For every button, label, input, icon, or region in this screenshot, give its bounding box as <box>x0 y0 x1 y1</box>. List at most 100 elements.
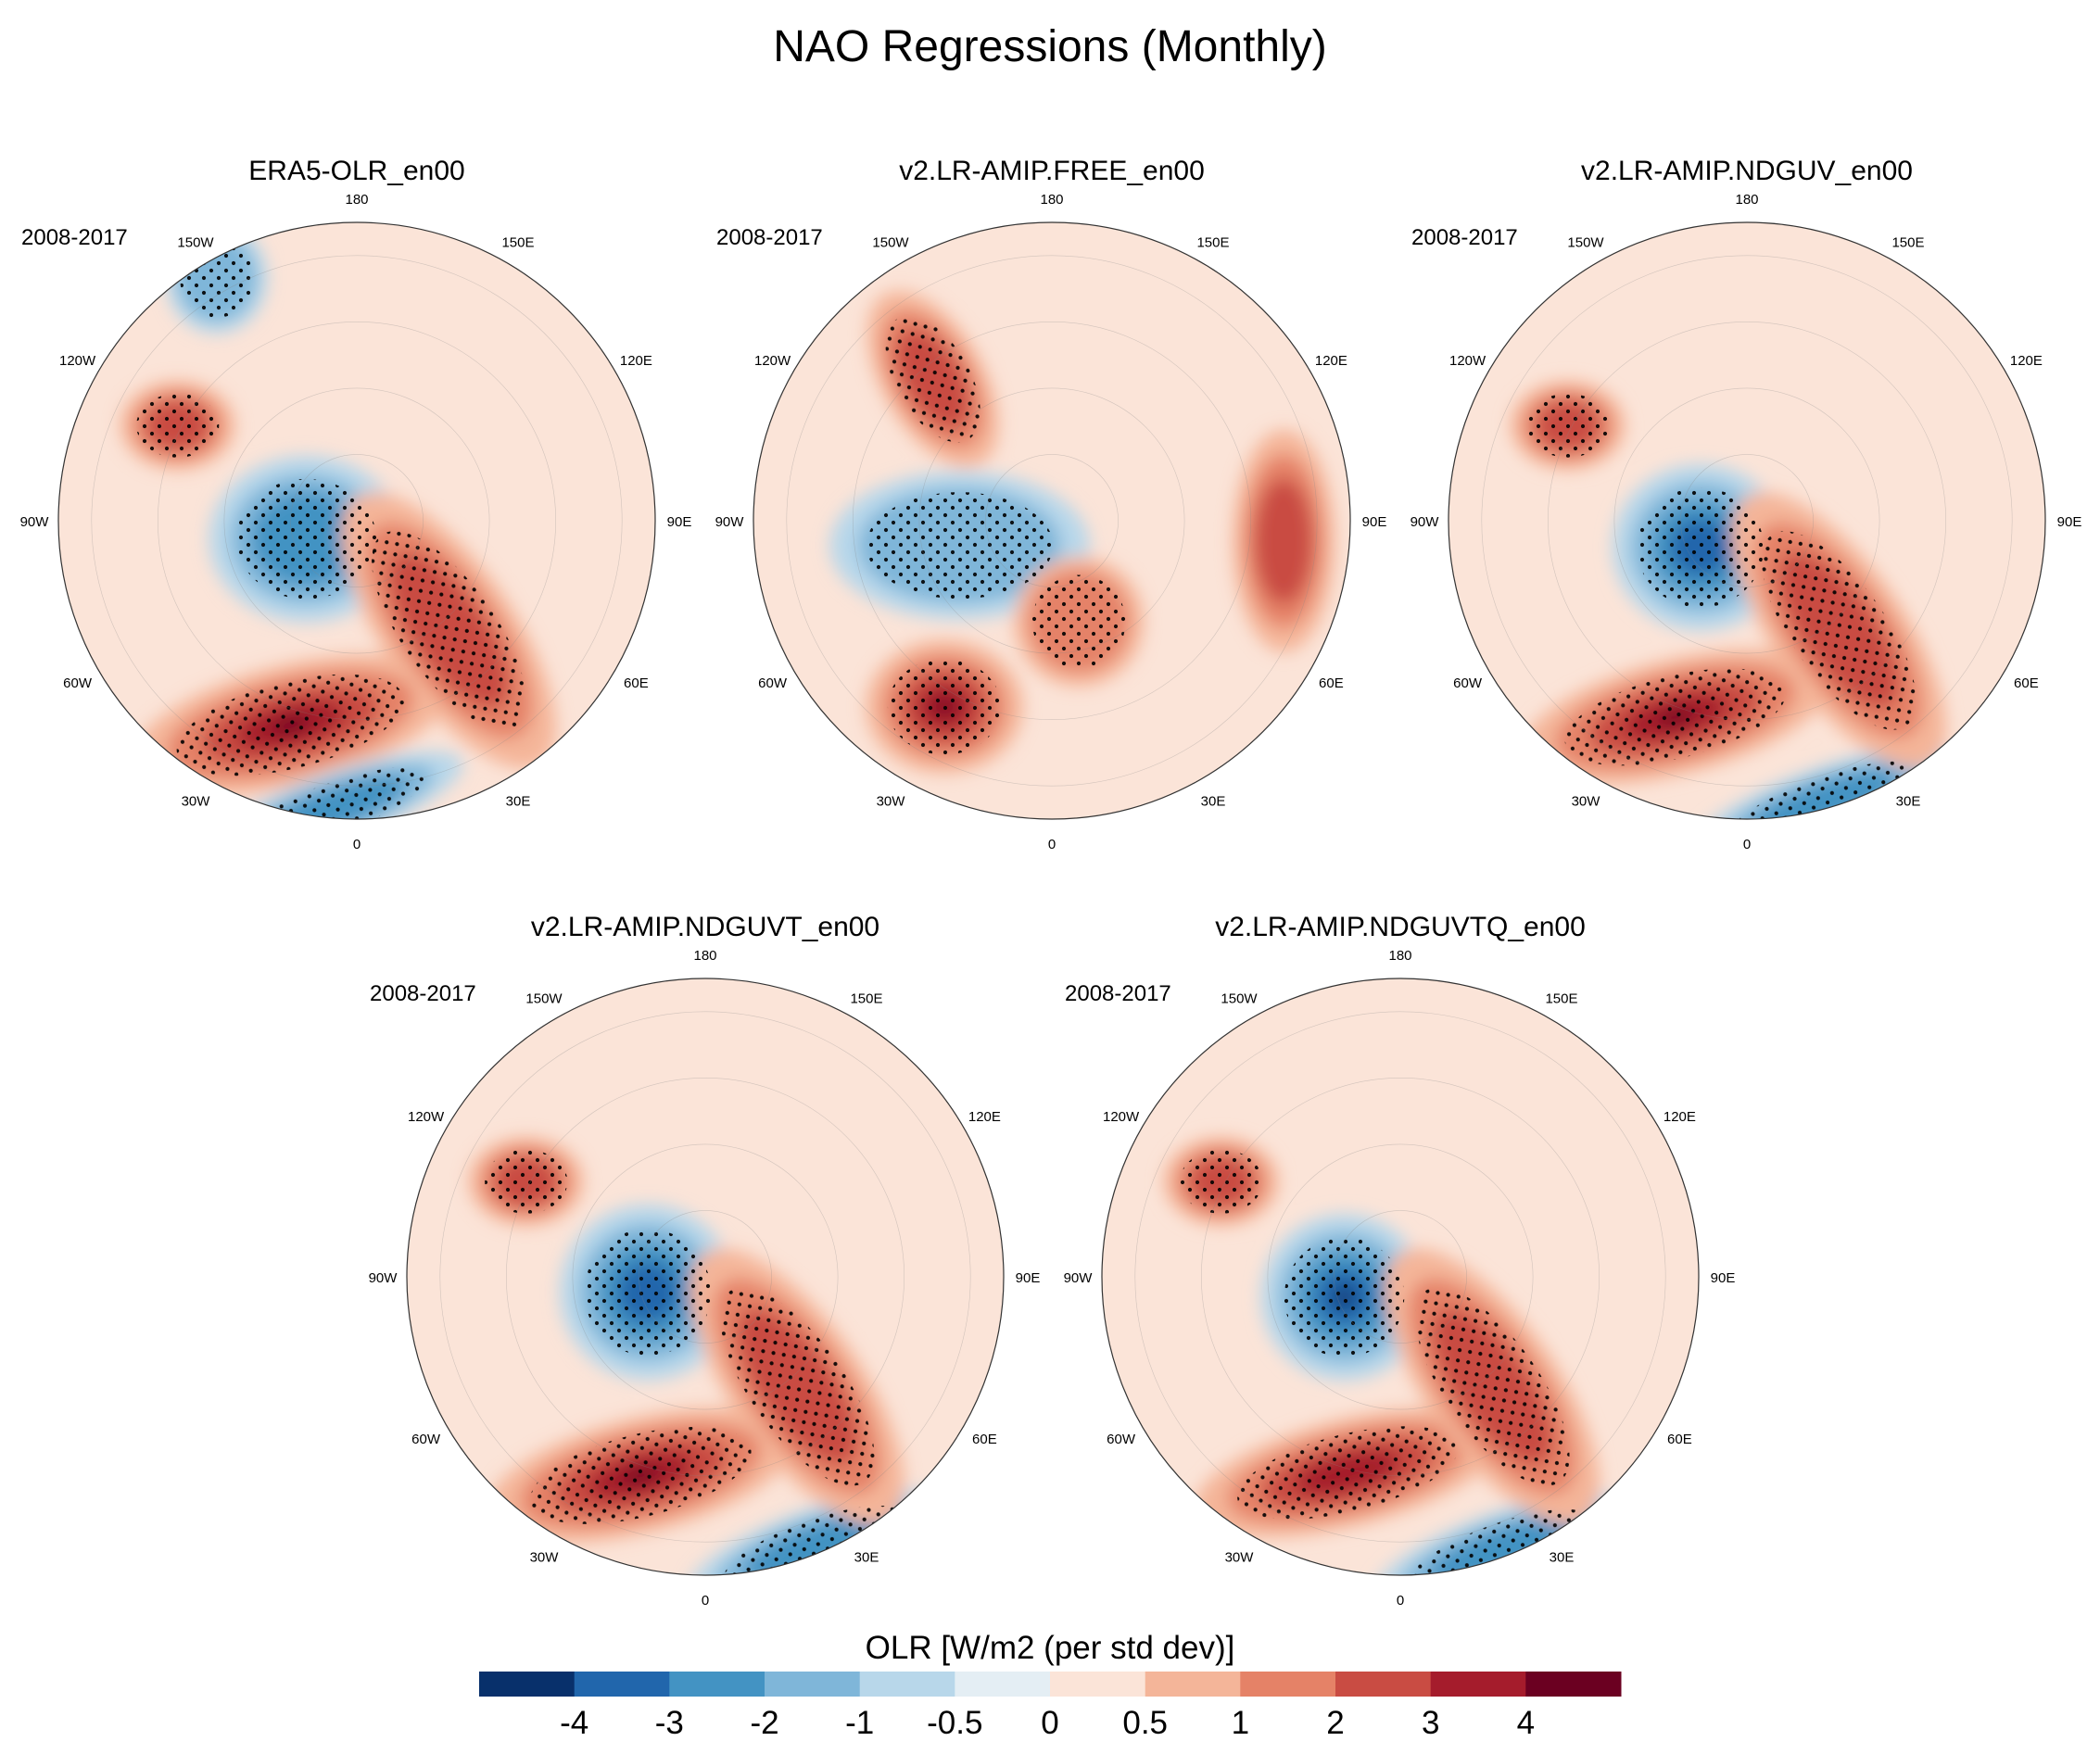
longitude-label: 0 <box>1048 837 1056 852</box>
stipple-region <box>885 315 980 443</box>
colorbar-box <box>955 1672 1051 1697</box>
longitude-label: 60E <box>972 1432 997 1447</box>
map-field <box>753 222 1350 819</box>
longitude-label: 30W <box>1225 1549 1255 1565</box>
latitude-circle <box>505 1078 905 1477</box>
colorbar-tick: -2 <box>750 1705 778 1741</box>
stipple-region <box>485 1149 568 1214</box>
map-boundary <box>57 221 656 820</box>
colorbar-tick: 2 <box>1326 1705 1344 1741</box>
longitude-label: 60W <box>758 675 788 691</box>
map-boundary <box>406 978 1005 1576</box>
colorbar-box <box>1430 1672 1526 1697</box>
panel-title: v2.LR-AMIP.NDGUVT_en00 <box>531 912 879 942</box>
longitude-label: 90E <box>2057 514 2082 530</box>
longitude-label: 60W <box>63 675 93 691</box>
colorbar-tick: 3 <box>1422 1705 1439 1741</box>
longitude-label: 30E <box>1201 793 1226 809</box>
longitude-label: 120W <box>1103 1109 1140 1125</box>
longitude-label: 90E <box>1362 514 1387 530</box>
latitude-circle <box>223 387 490 654</box>
longitude-label: 30E <box>1896 793 1921 809</box>
longitude-label: 60E <box>1667 1432 1692 1447</box>
colorbar-box <box>669 1672 765 1697</box>
stipple-region <box>720 1287 875 1486</box>
stipple-region <box>887 659 1002 755</box>
map-panel-3: v2.LR-AMIP.NDGUV_en00 2008-2017 180 150E 120… <box>1411 156 2082 852</box>
colorbar-tick: -0.5 <box>927 1705 982 1741</box>
longitude-label: 60W <box>1453 675 1483 691</box>
latitude-circle <box>786 255 1318 787</box>
stipple-region <box>530 1426 752 1524</box>
longitude-label: 150E <box>1545 991 1577 1007</box>
colorbar-box <box>1240 1672 1336 1697</box>
longitude-label: 150W <box>1221 991 1258 1007</box>
longitude-label: 150E <box>850 991 882 1007</box>
longitude-label: 60W <box>1107 1432 1136 1447</box>
map-boundary <box>1448 221 2046 820</box>
period-label: 2008-2017 <box>370 981 476 1006</box>
colorbar-tick: -3 <box>655 1705 684 1741</box>
colorbar-box <box>479 1672 576 1697</box>
longitude-label: 60E <box>1319 675 1344 691</box>
longitude-label: 180 <box>1735 192 1758 208</box>
colorbar-tick: 0 <box>1041 1705 1058 1741</box>
stipple-region <box>1637 487 1765 608</box>
longitude-label: 60E <box>624 675 649 691</box>
colorbar: OLR [W/m2 (per std dev)] -4 -3 -2 -1 -0.5 0 0.… <box>479 1630 1622 1741</box>
longitude-label: 120E <box>1664 1109 1696 1125</box>
longitude-label: 120E <box>2010 353 2043 369</box>
longitude-label: 180 <box>1388 948 1411 964</box>
stipple-region <box>1237 1426 1459 1520</box>
colorbar-box <box>859 1672 955 1697</box>
latitude-circle <box>1267 1143 1534 1410</box>
longitude-label: 90W <box>369 1270 398 1286</box>
latitude-circle <box>572 1143 839 1410</box>
latitude-circle <box>852 321 1251 720</box>
period-label: 2008-2017 <box>1065 981 1171 1006</box>
longitude-label: 120W <box>1449 353 1486 369</box>
latitude-circle <box>985 454 1119 587</box>
map-field <box>1102 978 1699 1575</box>
map-field <box>407 978 1004 1575</box>
longitude-label: 150E <box>1891 235 1924 251</box>
longitude-label: 30E <box>854 1549 879 1565</box>
stipple-region <box>1727 761 1917 819</box>
map-panel-4: v2.LR-AMIP.NDGUVT_en00 2008-2017 180 150E 12… <box>369 912 1041 1609</box>
significance-stipples <box>866 315 1126 755</box>
colorbar-box <box>765 1672 861 1697</box>
longitude-label: 60W <box>411 1432 441 1447</box>
longitude-label: 180 <box>1040 192 1063 208</box>
map-panel-5: v2.LR-AMIP.NDGUVTQ_en00 2008-2017 180 150E 1… <box>1064 912 1736 1609</box>
longitude-label: 0 <box>353 837 361 852</box>
panel-title: v2.LR-AMIP.NDGUV_en00 <box>1581 156 1913 186</box>
colorbar-box <box>1145 1672 1241 1697</box>
period-label: 2008-2017 <box>1411 225 1518 250</box>
latitude-circle <box>1613 387 1880 654</box>
longitude-label: 150W <box>177 235 214 251</box>
longitude-label: 60E <box>2014 675 2039 691</box>
colorbar-box <box>1335 1672 1432 1697</box>
longitude-label: 120E <box>620 353 652 369</box>
stipple-region <box>1415 1287 1570 1486</box>
longitude-label: 150E <box>501 235 534 251</box>
latitude-circle <box>1680 454 1814 587</box>
longitude-label: 150E <box>1196 235 1229 251</box>
longitude-label: 30W <box>182 793 211 809</box>
map-panel-1: ERA5-OLR_en00 2008-2017 180 150E 120E 90E 60E 3… <box>20 156 692 852</box>
colorbar-box <box>1525 1672 1622 1697</box>
longitude-label: 30W <box>877 793 906 809</box>
panel-title: ERA5-OLR_en00 <box>248 156 464 186</box>
latitude-circle <box>1548 321 1947 720</box>
longitude-label: 90W <box>715 514 745 530</box>
period-label: 2008-2017 <box>716 225 823 250</box>
anomaly-contour <box>1255 478 1312 604</box>
longitude-label: 90W <box>1064 1270 1094 1286</box>
significance-stipples <box>136 237 526 819</box>
period-label: 2008-2017 <box>21 225 128 250</box>
longitude-label: 90E <box>1711 1270 1736 1286</box>
longitude-label: 120W <box>59 353 96 369</box>
stipple-region <box>866 492 1054 599</box>
colorbar-tick: -4 <box>560 1705 588 1741</box>
colorbar-ticks: -4 -3 -2 -1 -0.5 0 0.5 1 2 3 4 <box>560 1705 1535 1741</box>
